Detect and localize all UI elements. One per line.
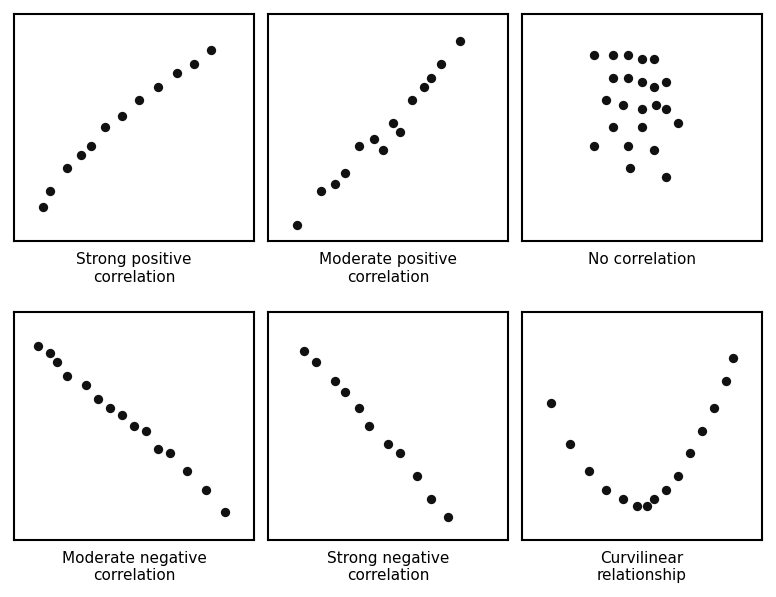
Point [696,426,708,435]
Point [140,426,152,435]
Point [622,73,634,82]
Point [152,82,165,91]
Point [600,96,612,105]
Point [219,507,231,517]
Point [181,467,193,476]
Point [377,146,390,155]
Point [607,73,619,82]
X-axis label: Moderate negative
correlation: Moderate negative correlation [61,550,206,583]
Point [99,123,111,133]
Point [362,421,375,431]
Point [617,100,629,109]
Point [406,96,418,105]
Point [607,50,619,60]
Point [636,123,648,133]
Point [290,220,303,230]
Point [32,341,44,351]
Point [393,127,406,137]
Point [727,353,740,362]
Point [660,104,672,114]
Point [442,512,454,522]
Point [43,186,56,196]
Point [116,112,128,121]
Point [672,118,684,128]
Point [631,501,643,510]
Point [36,202,49,212]
Point [310,358,322,367]
X-axis label: Strong positive
correlation: Strong positive correlation [76,252,192,285]
Point [92,394,104,404]
Point [617,494,629,503]
Point [708,403,720,413]
X-axis label: No correlation: No correlation [588,252,696,267]
Point [648,54,660,64]
Point [587,141,600,150]
Point [411,471,423,481]
Point [417,82,430,91]
Point [564,439,577,449]
Point [329,180,341,189]
Point [454,36,466,46]
Point [386,118,399,128]
Point [622,50,634,60]
Point [583,467,595,476]
Point [393,448,406,458]
Point [648,494,660,503]
Point [75,150,88,159]
Point [641,501,653,510]
Point [51,358,64,367]
Point [435,59,447,69]
Point [660,485,672,494]
Point [607,123,619,133]
Point [128,421,140,431]
Point [624,164,636,173]
Point [205,45,217,55]
Point [43,349,56,358]
X-axis label: Curvilinear
relationship: Curvilinear relationship [597,550,687,583]
X-axis label: Moderate positive
correlation: Moderate positive correlation [319,252,457,285]
Point [382,439,394,449]
Point [338,387,351,396]
Point [425,494,438,503]
Point [61,371,73,381]
Point [85,141,97,150]
Point [116,410,128,420]
Point [636,104,648,114]
Point [199,485,212,494]
Point [133,96,145,105]
Point [367,134,379,144]
Point [648,146,660,155]
Point [660,173,672,182]
Point [425,73,438,82]
Point [622,141,634,150]
Point [61,164,73,173]
Point [684,448,696,458]
Point [672,471,684,481]
Point [314,186,327,196]
Point [171,68,183,78]
Point [164,448,176,458]
Point [587,50,600,60]
Point [338,168,351,178]
Point [636,54,648,64]
Point [648,82,660,91]
Point [298,346,310,356]
Point [329,376,341,385]
Point [636,77,648,87]
Point [104,403,116,413]
Point [720,376,733,385]
Point [152,444,165,454]
X-axis label: Strong negative
correlation: Strong negative correlation [327,550,449,583]
Point [188,59,200,69]
Point [353,403,365,413]
Point [80,380,92,390]
Point [650,100,663,109]
Point [545,398,557,408]
Point [660,77,672,87]
Point [600,485,612,494]
Point [353,141,365,150]
